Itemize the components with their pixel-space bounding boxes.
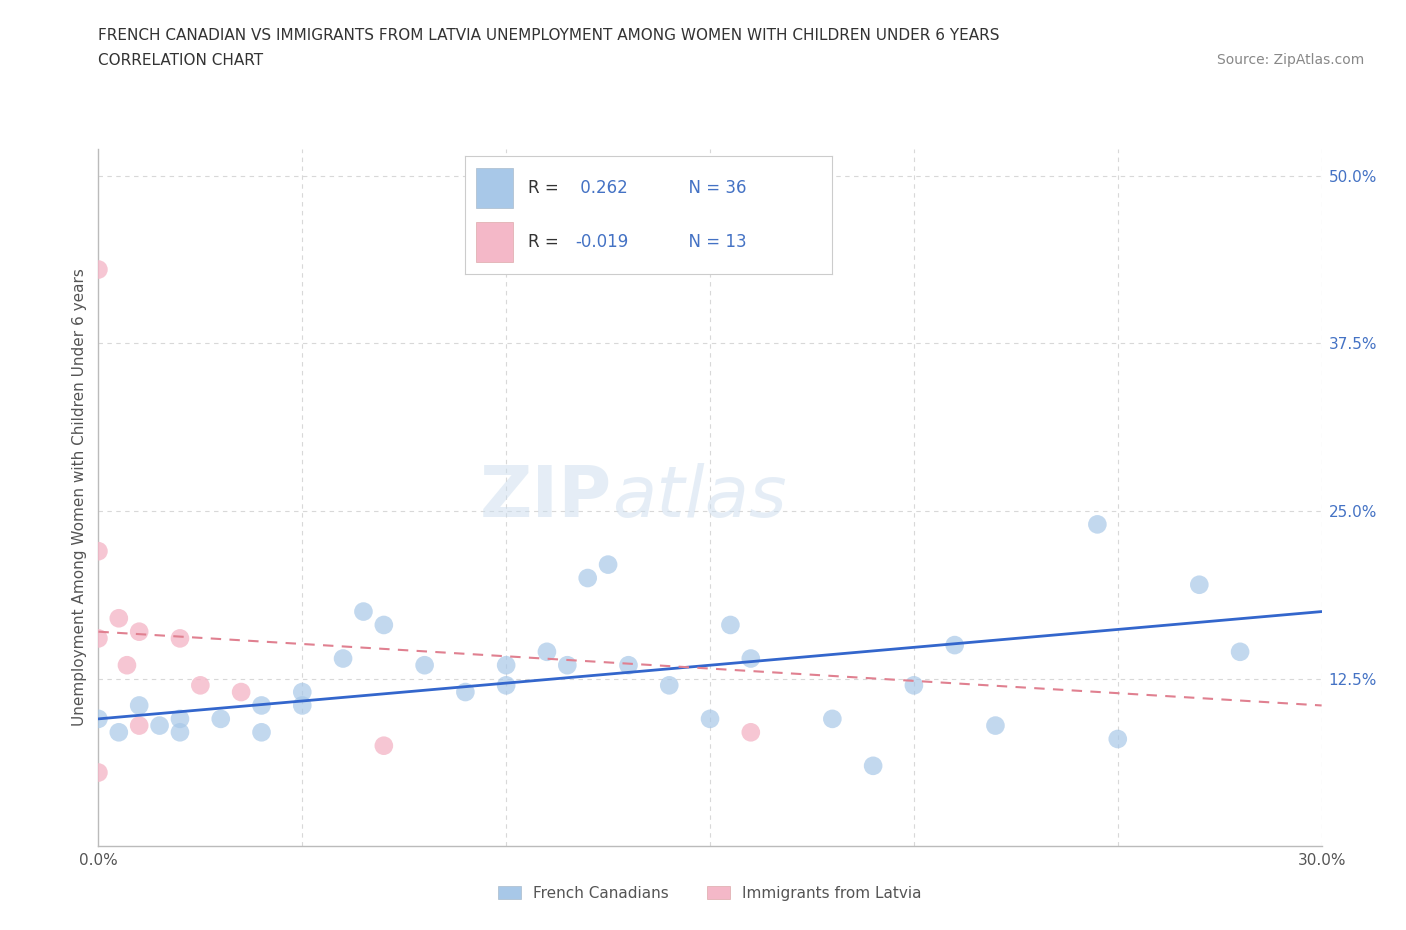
Point (169, 724, 191, 739)
Text: ZIP: ZIP (479, 463, 612, 532)
Point (149, 718, 172, 733)
Point (169, 631, 191, 645)
Point (658, 678, 681, 693)
Point (1229, 644, 1251, 659)
Point (740, 724, 762, 739)
Point (332, 651, 354, 666)
Point (291, 698, 314, 713)
Point (87, 711, 110, 726)
Point (821, 711, 844, 726)
Point (373, 738, 395, 753)
Point (555, 658, 579, 672)
Point (576, 571, 599, 586)
Legend: French Canadians, Immigrants from Latvia: French Canadians, Immigrants from Latvia (491, 878, 929, 909)
Point (352, 604, 374, 619)
Point (1188, 578, 1211, 592)
Point (1085, 517, 1108, 532)
Point (169, 711, 191, 726)
Point (413, 658, 436, 672)
Point (617, 658, 640, 672)
Point (598, 557, 620, 572)
Point (115, 658, 138, 672)
Point (699, 711, 721, 726)
Point (495, 678, 517, 693)
Point (128, 624, 150, 639)
Point (862, 758, 884, 773)
Point (740, 651, 762, 666)
Text: FRENCH CANADIAN VS IMMIGRANTS FROM LATVIA UNEMPLOYMENT AMONG WOMEN WITH CHILDREN: FRENCH CANADIAN VS IMMIGRANTS FROM LATVI… (98, 28, 1000, 43)
Point (128, 718, 150, 733)
Y-axis label: Unemployment Among Women with Children Under 6 years: Unemployment Among Women with Children U… (72, 269, 87, 726)
Point (1107, 732, 1129, 747)
Point (209, 711, 232, 726)
Point (87, 631, 110, 645)
Text: Source: ZipAtlas.com: Source: ZipAtlas.com (1216, 53, 1364, 67)
Point (108, 611, 131, 626)
Point (903, 678, 925, 693)
Point (128, 698, 150, 713)
Text: atlas: atlas (612, 463, 787, 532)
Point (943, 638, 966, 653)
Point (718, 618, 742, 632)
Point (231, 684, 253, 699)
Point (108, 724, 131, 739)
Point (373, 618, 395, 632)
Point (250, 698, 273, 713)
Point (188, 678, 212, 693)
Point (87, 262, 110, 277)
Point (495, 658, 517, 672)
Text: CORRELATION CHART: CORRELATION CHART (98, 53, 263, 68)
Point (250, 724, 273, 739)
Point (984, 718, 1007, 733)
Point (87, 544, 110, 559)
Point (291, 684, 314, 699)
Point (87, 765, 110, 780)
Point (454, 684, 477, 699)
Point (536, 644, 558, 659)
